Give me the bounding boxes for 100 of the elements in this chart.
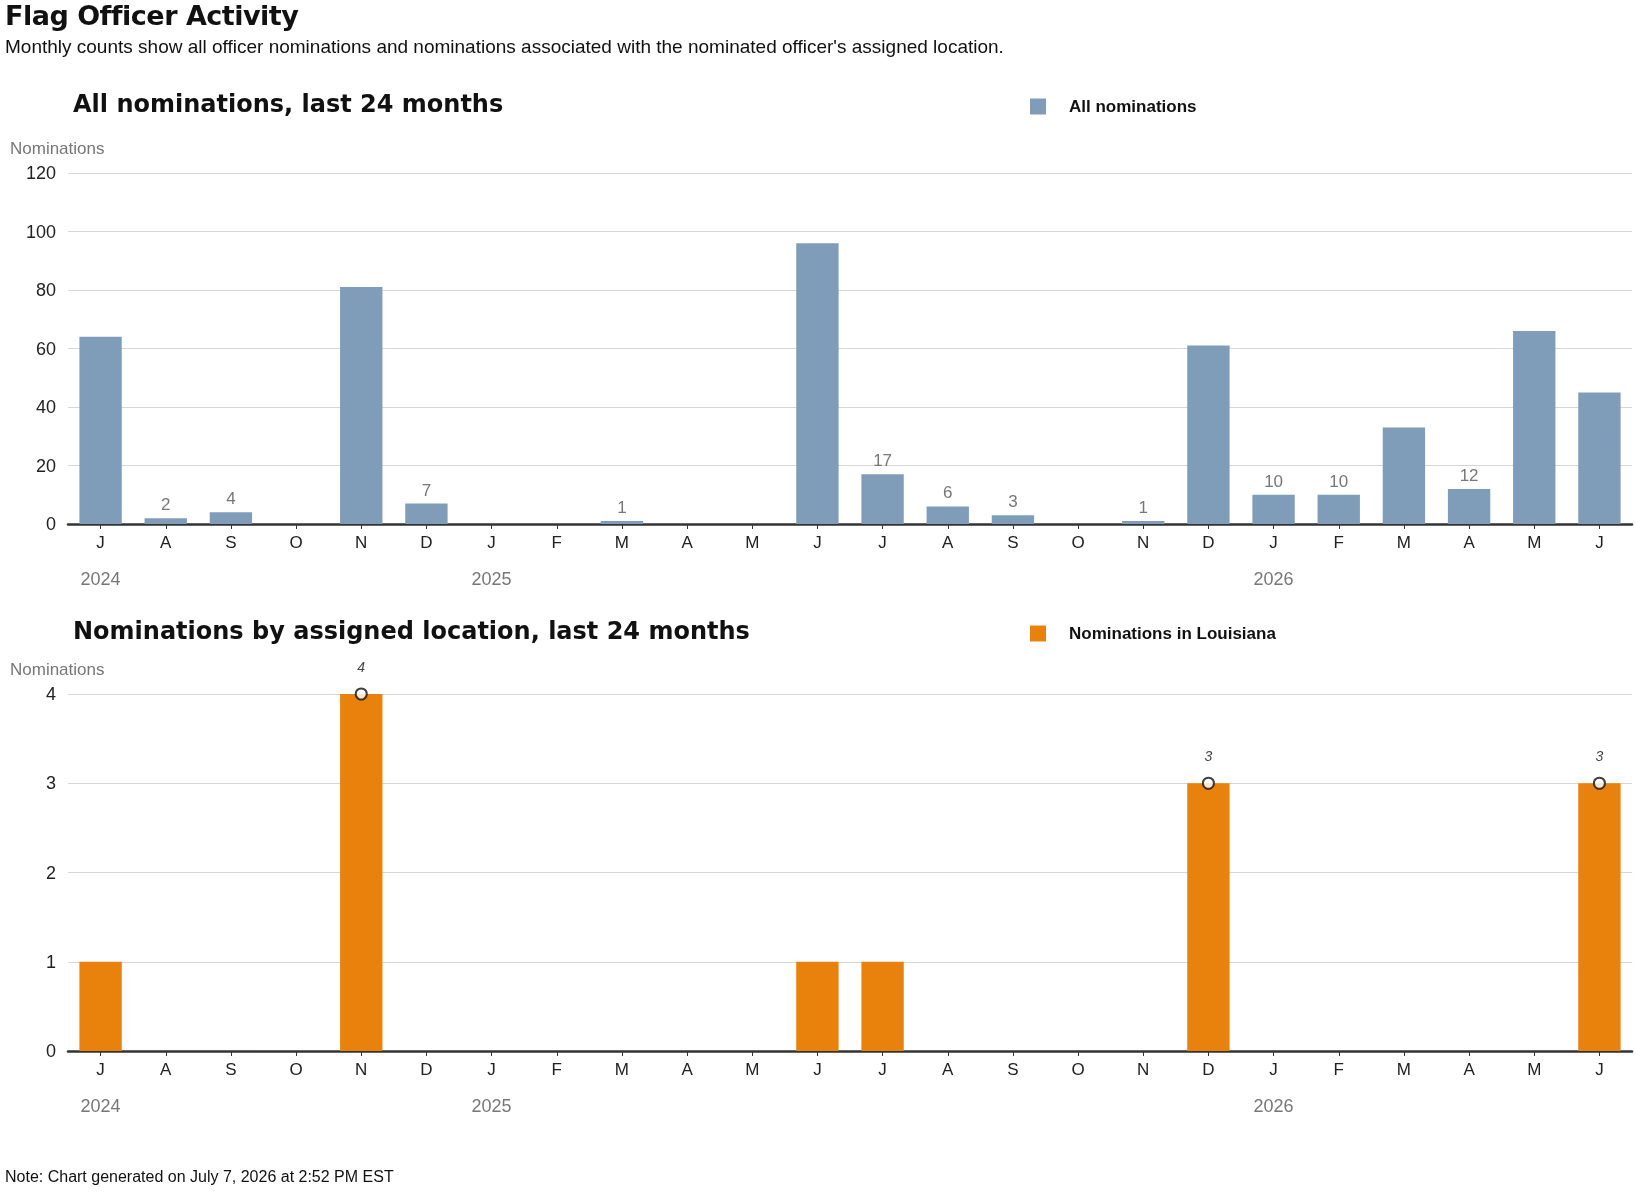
- bar: [1252, 494, 1295, 524]
- bar: [861, 961, 904, 1051]
- y-tick-label: 60: [35, 338, 56, 359]
- x-tick-label: A: [942, 532, 955, 552]
- chart-title: Nominations by assigned location, last 24 months: [73, 617, 750, 645]
- text: Note: Chart generated on July 7, 2026 at 2:52 PM EST: [5, 1168, 394, 1186]
- y-tick-label: 1: [45, 951, 56, 972]
- x-tick-label: F: [1333, 532, 1344, 552]
- bar: [1122, 521, 1165, 524]
- x-tick-label: A: [160, 1059, 173, 1079]
- data-label: 12: [1459, 465, 1479, 485]
- bar: [1187, 783, 1230, 1051]
- bar: [405, 503, 448, 524]
- bar: [79, 961, 122, 1051]
- y-tick-label: 100: [25, 221, 56, 242]
- x-tick-label: F: [551, 1059, 562, 1079]
- text: Flag Officer Activity: [5, 0, 299, 31]
- data-label: 17: [873, 451, 893, 471]
- bar: [796, 243, 839, 524]
- x-tick-label: N: [1137, 532, 1150, 552]
- x-tick-label: N: [355, 532, 368, 552]
- x-tick-label: M: [614, 1059, 629, 1079]
- x-tick-label: S: [225, 532, 237, 552]
- x-tick-label: S: [225, 1059, 237, 1079]
- x-tick-label: J: [1595, 532, 1604, 552]
- x-tick-label: M: [745, 532, 760, 552]
- bar: [144, 518, 187, 524]
- x-tick-label: J 2025: [471, 532, 512, 589]
- bar: [600, 521, 644, 524]
- x-tick-label: J 2025: [471, 1059, 512, 1116]
- y-axis-title: Nominations: [10, 660, 105, 679]
- x-tick-label: D: [420, 532, 433, 552]
- x-tick-label: O: [289, 1059, 303, 1079]
- x-tick-label: D: [1202, 532, 1215, 552]
- y-tick-label: 3: [45, 773, 56, 794]
- y-tick-label: 120: [25, 163, 56, 183]
- bar: [991, 515, 1035, 524]
- x-tick-label: D: [1202, 1059, 1215, 1079]
- x-tick-label: J: [878, 532, 887, 552]
- data-label: 10: [1329, 471, 1349, 491]
- data-label: 2: [161, 495, 171, 515]
- bar: [861, 474, 904, 524]
- chart-title: All nominations, last 24 months: [73, 90, 504, 118]
- legend-label: All nominations: [1069, 97, 1197, 116]
- x-tick-label: J: [878, 1059, 887, 1079]
- bar: [340, 694, 383, 1051]
- x-tick-label: A: [1463, 532, 1476, 552]
- x-tick-label: A: [681, 1059, 694, 1079]
- x-tick-label: F: [1333, 1059, 1344, 1079]
- data-label: 4: [357, 658, 366, 675]
- bar: [1447, 488, 1491, 524]
- bar: [796, 961, 839, 1051]
- bar: [79, 336, 122, 524]
- x-tick-label: A: [942, 1059, 955, 1079]
- x-tick-label: J: [1595, 1059, 1604, 1079]
- x-tick-label: A: [1463, 1059, 1476, 1079]
- bar: [1382, 427, 1426, 524]
- bar: [1513, 330, 1556, 524]
- y-tick-label: 0: [45, 514, 56, 534]
- x-tick-label: M: [1527, 1059, 1542, 1079]
- bar: [209, 512, 253, 524]
- data-label: 1: [1138, 498, 1148, 518]
- x-tick-label: J: [813, 532, 822, 552]
- x-tick-label: M: [745, 1059, 760, 1079]
- data-label: 6: [943, 483, 953, 503]
- bar: [1317, 494, 1360, 524]
- data-label: 3: [1008, 492, 1018, 512]
- x-tick-label: S: [1007, 532, 1019, 552]
- x-tick-label: D: [420, 1059, 433, 1079]
- x-tick-label: J: [813, 1059, 822, 1079]
- x-tick-label: S: [1007, 1059, 1019, 1079]
- x-tick-label: J 2026: [1253, 532, 1294, 589]
- bar: [1187, 345, 1230, 524]
- data-label: 7: [421, 480, 432, 500]
- y-tick-label: 40: [35, 397, 56, 417]
- x-tick-label: A: [681, 532, 694, 552]
- x-tick-label: O: [1071, 1059, 1085, 1079]
- data-label: 10: [1264, 471, 1284, 491]
- x-tick-label: J 2024: [80, 1059, 121, 1116]
- y-tick-label: 0: [45, 1041, 56, 1061]
- x-tick-label: J 2024: [80, 532, 121, 589]
- x-tick-label: O: [289, 532, 303, 552]
- y-tick-label: 2: [45, 862, 56, 883]
- x-tick-label: N: [355, 1059, 368, 1079]
- data-label: 3: [1204, 747, 1213, 764]
- bar: [1578, 392, 1621, 524]
- x-tick-label: J 2026: [1253, 1059, 1294, 1116]
- x-tick-label: O: [1071, 532, 1085, 552]
- x-tick-label: N: [1137, 1059, 1150, 1079]
- x-tick-label: M: [1527, 532, 1542, 552]
- bar: [926, 506, 969, 524]
- bar: [340, 287, 383, 524]
- y-axis-title: Nominations: [10, 139, 105, 158]
- y-tick-label: 80: [35, 280, 56, 300]
- data-label: 3: [1595, 747, 1604, 764]
- legend-label: Nominations in Louisiana: [1069, 624, 1277, 643]
- data-label: 4: [226, 489, 236, 509]
- y-tick-label: 20: [35, 455, 56, 476]
- x-tick-label: M: [1396, 1059, 1411, 1079]
- x-tick-label: M: [614, 532, 629, 552]
